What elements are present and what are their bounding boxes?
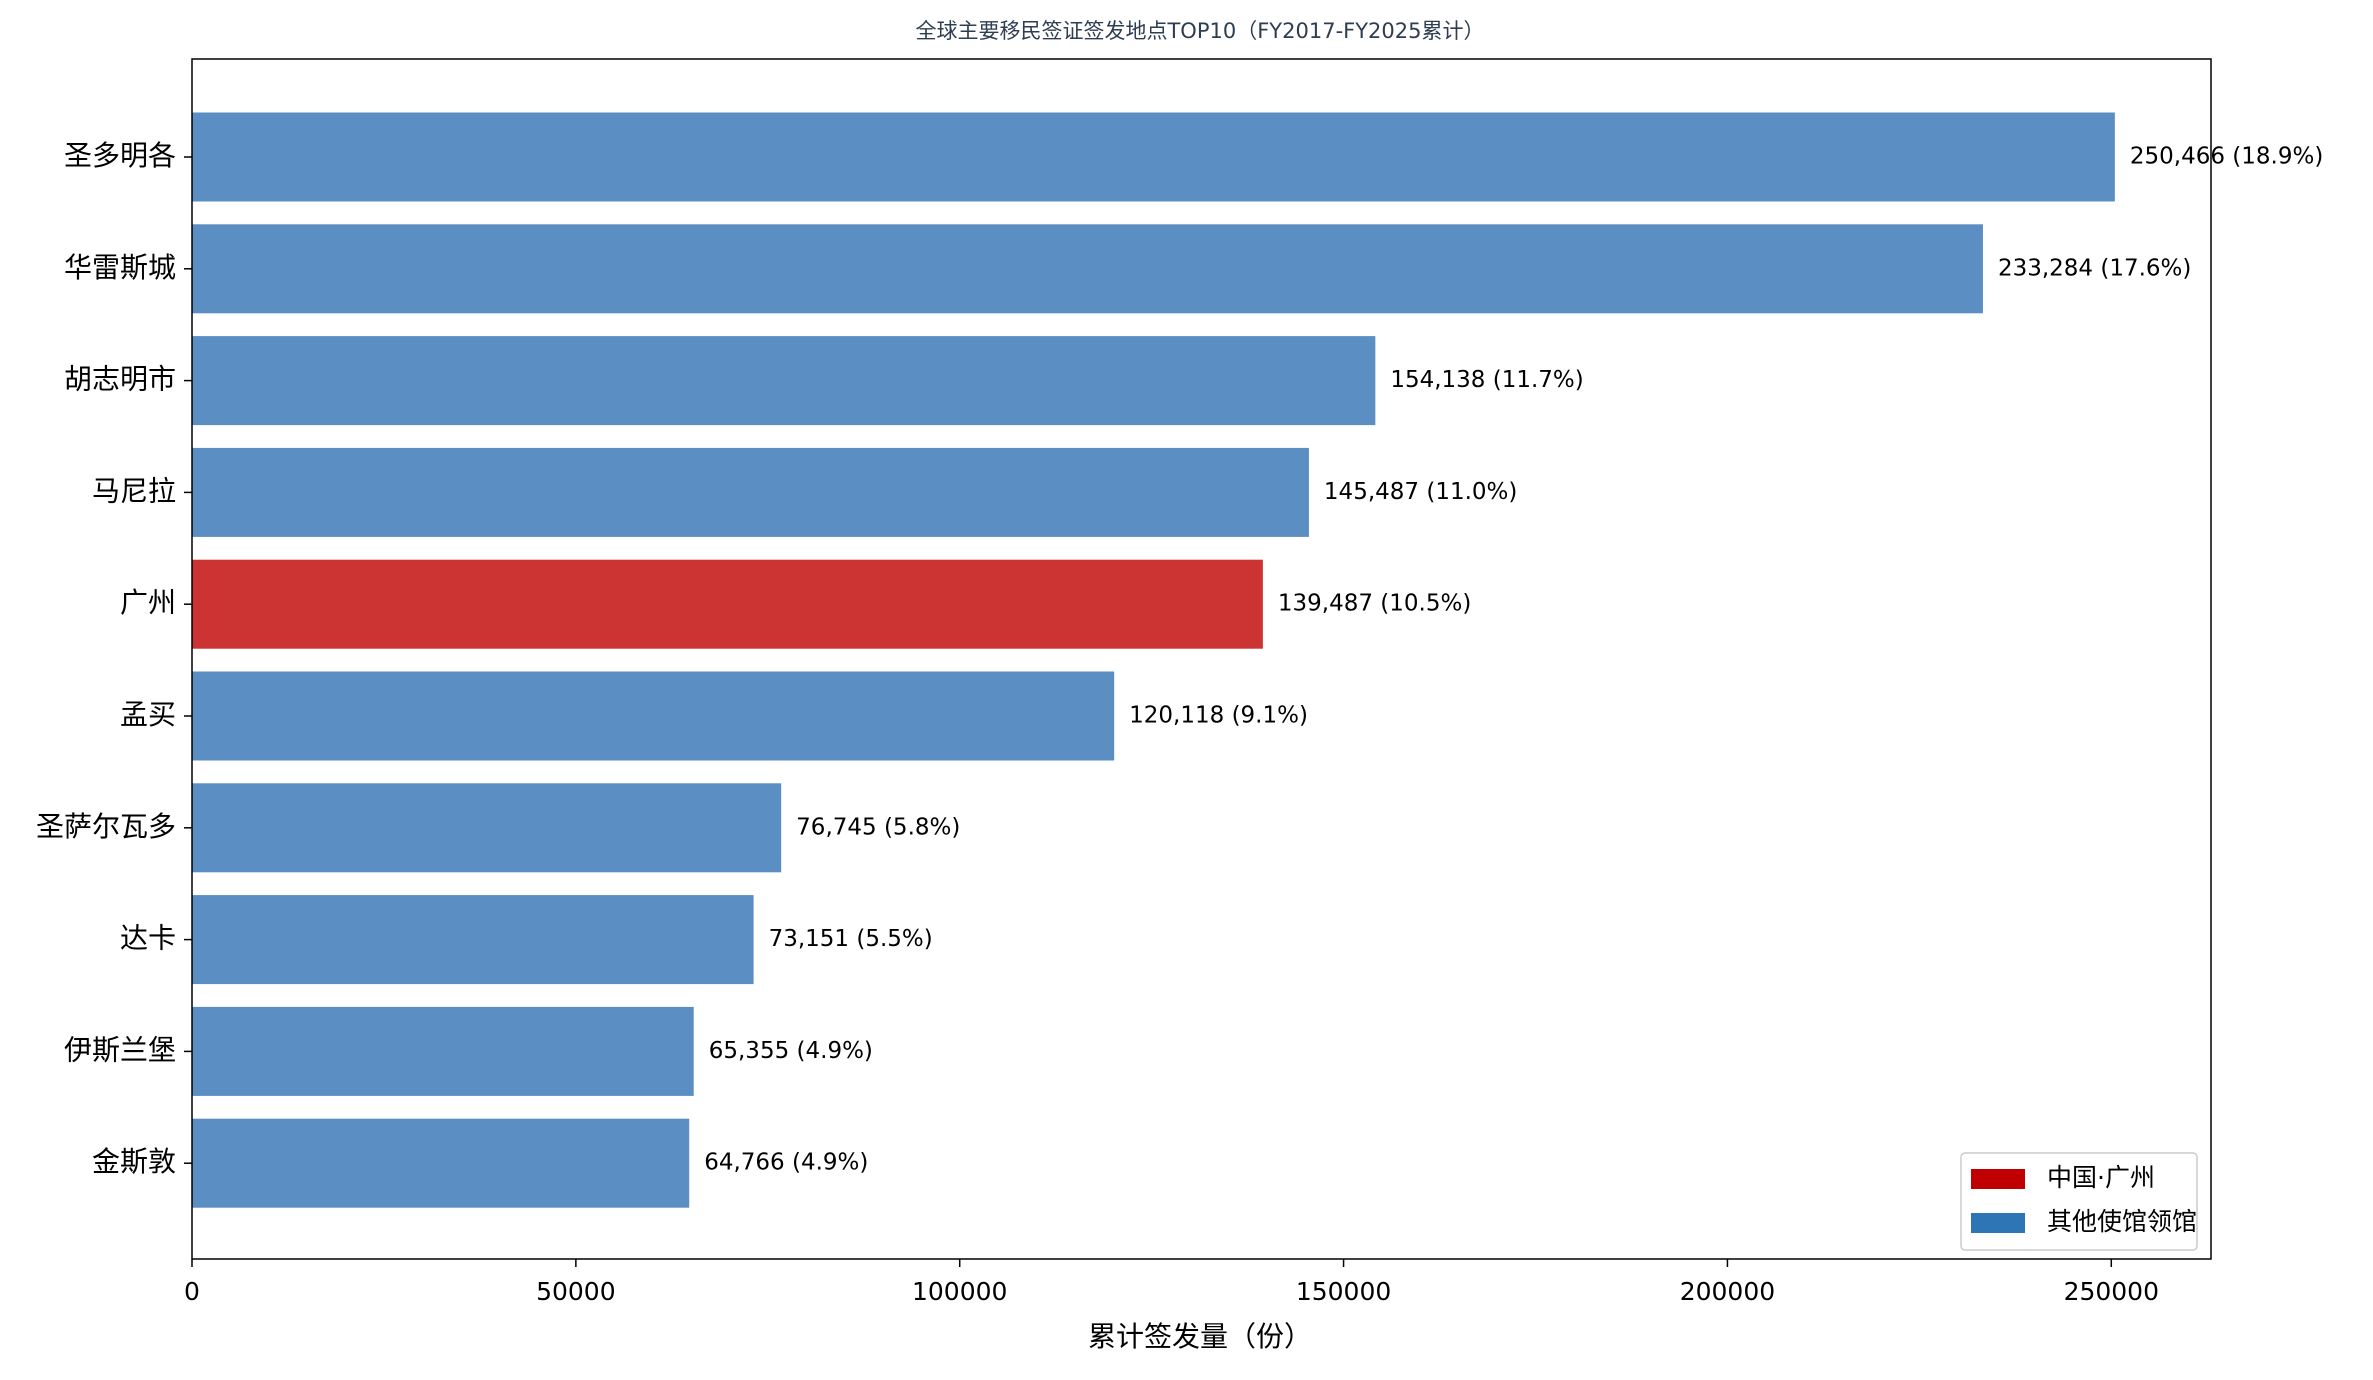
y-tick-label: 圣多明各: [64, 139, 176, 172]
y-tick-label: 孟买: [120, 698, 176, 731]
bar: [192, 447, 1309, 537]
bar: [192, 559, 1263, 649]
value-label: 120,118 (9.1%): [1129, 703, 1308, 729]
bar: [192, 1118, 690, 1208]
value-label: 250,466 (18.9%): [2130, 144, 2323, 170]
y-tick-label: 金斯敦: [92, 1145, 176, 1178]
value-label: 233,284 (17.6%): [1998, 255, 2191, 281]
value-label: 64,766 (4.9%): [704, 1150, 868, 1176]
bar: [192, 224, 1983, 314]
y-tick-label: 圣萨尔瓦多: [36, 810, 176, 843]
value-label: 65,355 (4.9%): [709, 1038, 873, 1064]
x-tick-label: 150000: [1296, 1277, 1391, 1306]
value-label: 154,138 (11.7%): [1390, 367, 1583, 393]
x-axis-label: 累计签发量（份）: [1088, 1320, 1312, 1353]
legend-label: 其他使馆领馆: [2047, 1207, 2197, 1236]
plot-frame: [191, 58, 2212, 1260]
bar: [192, 783, 782, 873]
x-tick-label: 50000: [536, 1277, 616, 1306]
y-tick-label: 广州: [120, 586, 176, 619]
bar: [192, 1006, 694, 1096]
x-tick-label: 200000: [1680, 1277, 1775, 1306]
value-label: 76,745 (5.8%): [796, 814, 960, 840]
x-tick-label: 0: [184, 1277, 200, 1306]
bar: [192, 671, 1115, 761]
legend-swatch: [1971, 1213, 2025, 1233]
y-tick-label: 胡志明市: [64, 363, 176, 396]
bar: [192, 336, 1376, 426]
legend-label: 中国·广州: [2047, 1163, 2155, 1192]
x-tick-label: 250000: [2064, 1277, 2159, 1306]
bar: [192, 112, 2115, 202]
value-label: 139,487 (10.5%): [1278, 591, 1471, 617]
value-label: 73,151 (5.5%): [769, 926, 933, 952]
bar: [192, 895, 754, 985]
y-tick-label: 伊斯兰堡: [64, 1033, 176, 1066]
x-tick-label: 100000: [912, 1277, 1007, 1306]
y-tick-label: 达卡: [120, 922, 176, 955]
value-label: 145,487 (11.0%): [1324, 479, 1517, 505]
chart-title: 全球主要移民签证签发地点TOP10（FY2017-FY2025累计）: [915, 19, 1484, 43]
y-tick-label: 华雷斯城: [64, 251, 176, 284]
legend-swatch: [1971, 1169, 2025, 1189]
y-tick-label: 马尼拉: [92, 474, 176, 507]
